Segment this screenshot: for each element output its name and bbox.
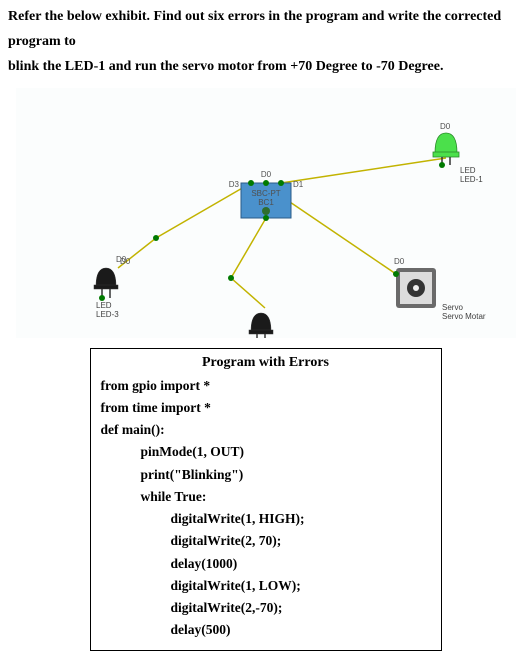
program-title: Program with Errors (101, 355, 431, 371)
code-line: digitalWrite(2, 70); (101, 530, 431, 552)
code-line: from time import * (101, 397, 431, 419)
svg-text:LED: LED (460, 166, 476, 175)
svg-text:BC1: BC1 (258, 198, 274, 207)
svg-text:D0: D0 (394, 257, 405, 266)
svg-text:SBC-PT: SBC-PT (251, 189, 280, 198)
program-box: Program with Errors from gpio import *fr… (90, 348, 442, 651)
svg-text:Servo Motar: Servo Motar (442, 312, 486, 321)
svg-text:D3: D3 (228, 180, 239, 189)
question-text: Refer the below exhibit. Find out six er… (8, 4, 523, 80)
svg-text:D1: D1 (293, 180, 304, 189)
code-line: pinMode(1, OUT) (101, 441, 431, 463)
svg-text:LED: LED (96, 301, 112, 310)
svg-text:D0: D0 (260, 170, 271, 179)
code-line: delay(1000) (101, 553, 431, 575)
question-line2: blink the LED-1 and run the servo motor … (8, 59, 443, 74)
question-line1: Refer the below exhibit. Find out six er… (8, 9, 501, 49)
svg-text:D0: D0 (440, 122, 451, 131)
code-line: from gpio import * (101, 375, 431, 397)
svg-text:Servo: Servo (442, 303, 463, 312)
svg-text:D0: D0 (116, 255, 127, 264)
code-line: def main(): (101, 419, 431, 441)
code-line: digitalWrite(1, HIGH); (101, 508, 431, 530)
svg-text:LED-1: LED-1 (460, 175, 483, 184)
code-line: digitalWrite(2,-70); (101, 597, 431, 619)
code-line: digitalWrite(1, LOW); (101, 575, 431, 597)
circuit-diagram: SBC-PTBC1D3D0D1LEDLED-1D0LEDLED-3D0LEDLE… (16, 88, 516, 338)
code-line: delay(500) (101, 619, 431, 641)
svg-text:LED-3: LED-3 (96, 310, 119, 319)
code-line: print("Blinking") (101, 464, 431, 486)
program-code: from gpio import *from time import *def … (101, 375, 431, 642)
code-line: while True: (101, 486, 431, 508)
